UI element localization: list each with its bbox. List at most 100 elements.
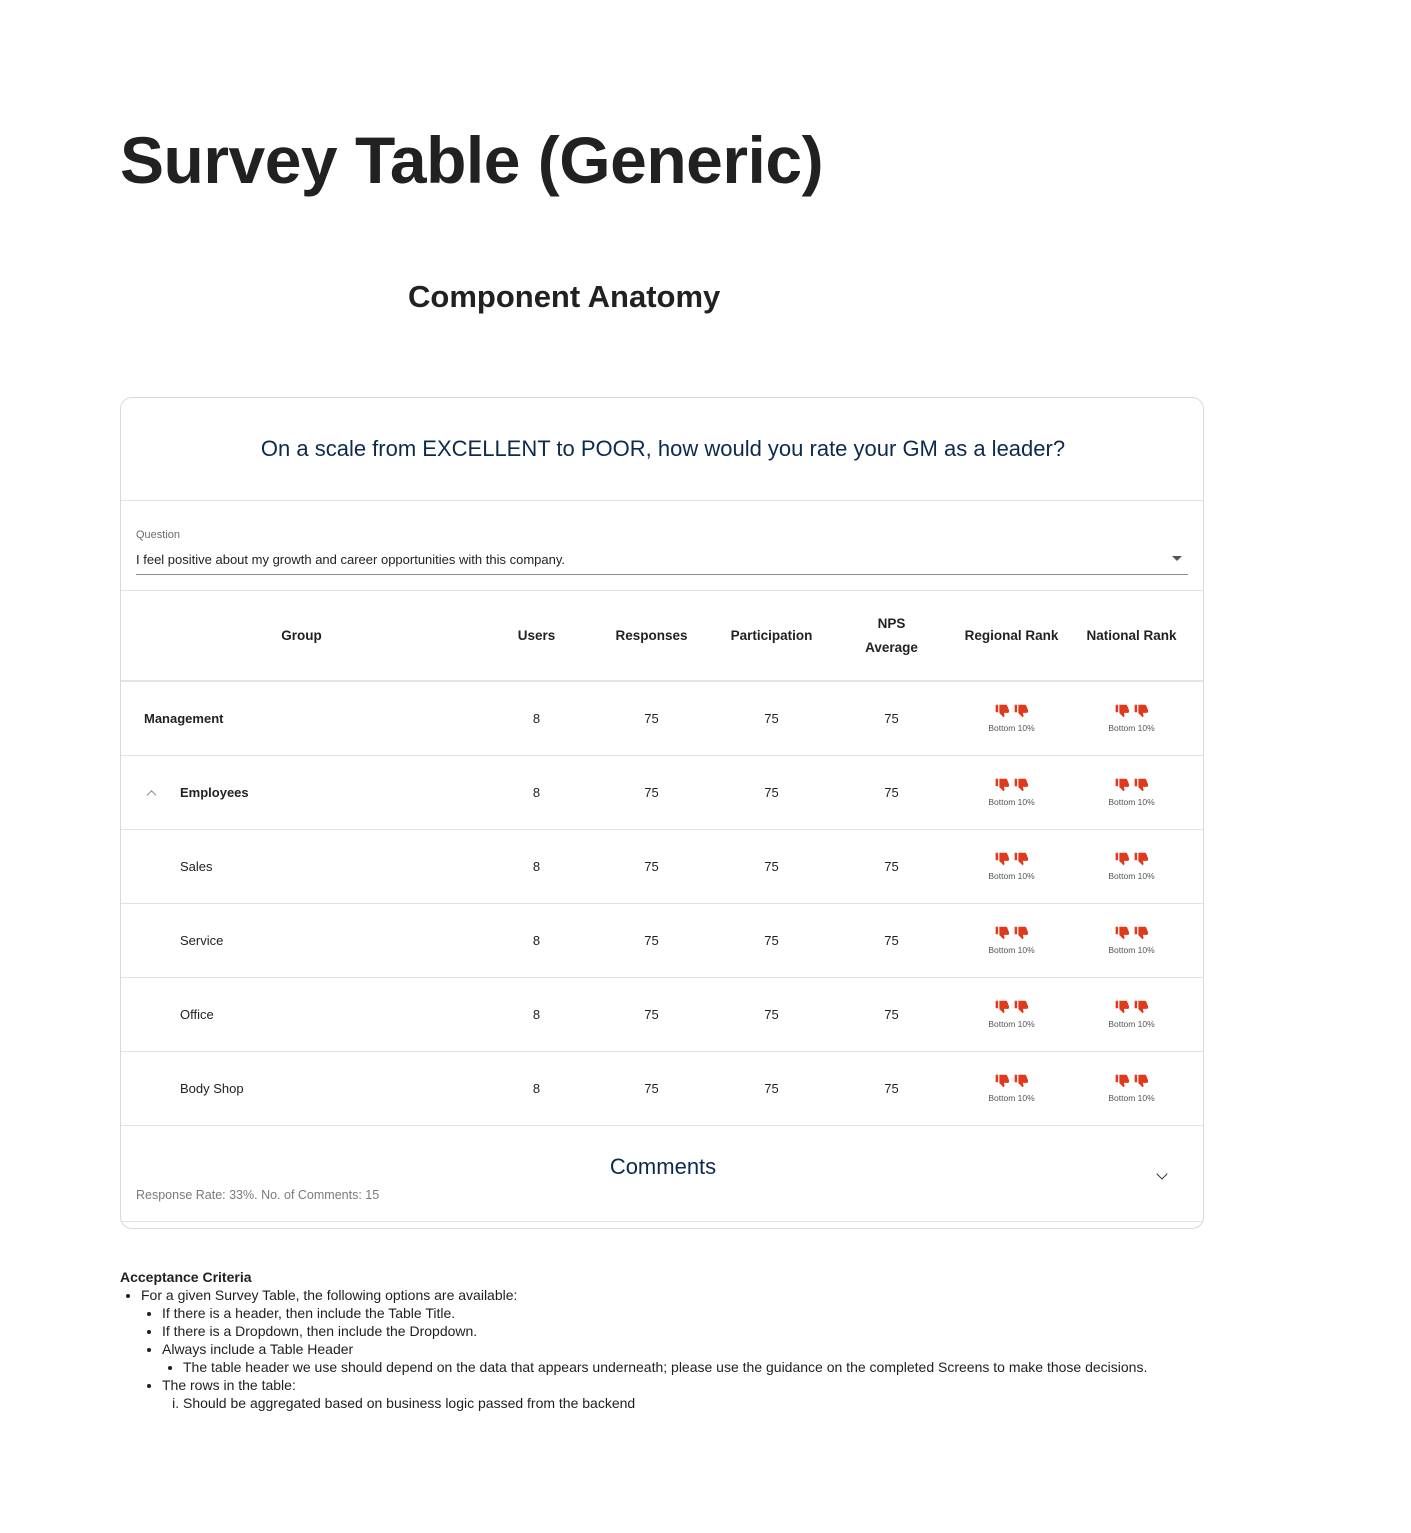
rank-indicator: Bottom 10% [1071,852,1192,881]
criteria-item: For a given Survey Table, the following … [141,1286,1300,1412]
cell-responses: 75 [644,785,659,800]
criteria-sublist: Should be aggregated based on business l… [162,1394,1300,1412]
thumbs-down-icon [1134,852,1148,866]
col-header-nps-line1: NPS [877,615,906,631]
cell-users: 8 [532,859,541,874]
thumbs-group [1115,926,1149,940]
rank-label: Bottom 10% [1108,723,1155,733]
rank-indicator: Bottom 10% [952,1000,1071,1029]
thumbs-down-icon [1014,704,1028,718]
cell-regional-rank: Bottom 10% [952,852,1071,881]
acceptance-criteria-title: Acceptance Criteria [120,1269,252,1285]
col-header-users[interactable]: Users [517,628,556,643]
thumbs-down-icon [995,852,1009,866]
col-header-responses[interactable]: Responses [615,628,688,643]
col-header-nps-line2: Average [865,639,918,655]
cell-participation: 75 [764,1081,779,1096]
thumbs-down-icon [995,1000,1009,1014]
criteria-item-text: If there is a header, then include the T… [162,1305,456,1321]
col-header-group[interactable]: Group [121,591,482,680]
thumbs-down-icon [1014,1074,1028,1088]
cell-group: Management [121,682,482,755]
rank-label: Bottom 10% [988,871,1035,881]
thumbs-down-icon [995,704,1009,718]
section-title: Component Anatomy [408,279,721,314]
thumbs-down-icon [1134,1000,1148,1014]
cell-nps-average: 75 [884,1080,899,1096]
thumbs-down-icon [1134,778,1148,792]
caret-down-icon[interactable] [1172,556,1182,561]
cell-responses: 75 [644,1007,659,1022]
thumbs-down-icon [1115,704,1129,718]
comments-title: Comments [609,1154,717,1179]
col-header-participation[interactable]: Participation [730,628,813,643]
page-title: Survey Table (Generic) [120,123,824,197]
criteria-item-text: The table header we use should depend on… [183,1359,1148,1375]
cell-nps-average: 75 [884,784,899,800]
thumbs-down-icon [1134,704,1148,718]
criteria-item-text: Should be aggregated based on business l… [183,1395,636,1411]
cell-regional-rank: Bottom 10% [952,1000,1071,1029]
cell-responses: 75 [644,933,659,948]
cell-participation: 75 [764,859,779,874]
table-row[interactable]: Management 8 75 75 75 Bottom 10% Bottom 10% [121,682,1203,756]
table-header: Group Users Responses Participation NPS … [121,591,1203,682]
thumbs-group [995,778,1029,792]
rank-indicator: Bottom 10% [1071,1000,1192,1029]
table-row[interactable]: Employees 8 75 75 75 Bottom 10% Bottom 10% [121,756,1203,830]
group-name: Management [144,711,224,726]
col-header-national-rank[interactable]: National Rank [1086,628,1177,643]
cell-users: 8 [532,711,541,726]
cell-national-rank: Bottom 10% [1071,926,1192,955]
thumbs-down-icon [1115,778,1129,792]
rank-indicator: Bottom 10% [952,1074,1071,1103]
criteria-sublist: The table header we use should depend on… [162,1358,1300,1376]
cell-group: Sales [121,830,482,903]
chevron-up-icon[interactable] [146,789,157,800]
comments-section[interactable]: Comments Response Rate: 33%. No. of Comm… [121,1126,1203,1222]
group-name: Office [180,1007,214,1022]
cell-participation: 75 [764,1007,779,1022]
table-row[interactable]: Office 8 75 75 75 Bottom 10% Bottom 10% [121,978,1203,1052]
criteria-item: If there is a Dropdown, then include the… [162,1322,1300,1340]
cell-regional-rank: Bottom 10% [952,1074,1071,1103]
thumbs-down-icon [995,778,1009,792]
rank-indicator: Bottom 10% [952,852,1071,881]
col-header-nps-average[interactable]: NPS Average [831,612,952,660]
thumbs-down-icon [1134,1074,1148,1088]
thumbs-group [1115,1000,1149,1014]
rank-label: Bottom 10% [988,945,1035,955]
thumbs-down-icon [995,1074,1009,1088]
table-title: On a scale from EXCELLENT to POOR, how w… [121,398,1203,501]
cell-participation: 75 [764,785,779,800]
cell-group: Employees [121,756,482,829]
question-dropdown-section: Question I feel positive about my growth… [121,501,1203,591]
criteria-list: For a given Survey Table, the following … [120,1286,1300,1412]
cell-responses: 75 [644,711,659,726]
rank-indicator: Bottom 10% [952,778,1071,807]
thumbs-down-icon [1014,926,1028,940]
cell-group: Body Shop [121,1052,482,1125]
cell-regional-rank: Bottom 10% [952,704,1071,733]
thumbs-group [995,1000,1029,1014]
thumbs-group [1115,1074,1149,1088]
question-dropdown[interactable]: Question I feel positive about my growth… [136,525,1188,575]
cell-national-rank: Bottom 10% [1071,704,1192,733]
thumbs-down-icon [1014,1000,1028,1014]
thumbs-group [1115,852,1149,866]
table-row[interactable]: Service 8 75 75 75 Bottom 10% Bottom 10% [121,904,1203,978]
cell-nps-average: 75 [884,1006,899,1022]
cell-nps-average: 75 [884,710,899,726]
table-row[interactable]: Sales 8 75 75 75 Bottom 10% Bottom 10% [121,830,1203,904]
cell-responses: 75 [644,1081,659,1096]
table-row[interactable]: Body Shop 8 75 75 75 Bottom 10% Bottom 10% [121,1052,1203,1126]
thumbs-group [995,704,1029,718]
thumbs-down-icon [1115,1074,1129,1088]
rank-label: Bottom 10% [988,723,1035,733]
dropdown-value: I feel positive about my growth and care… [136,552,565,567]
cell-users: 8 [532,933,541,948]
thumbs-group [995,926,1029,940]
thumbs-group [1115,704,1149,718]
col-header-regional-rank[interactable]: Regional Rank [964,628,1059,643]
rank-indicator: Bottom 10% [952,926,1071,955]
